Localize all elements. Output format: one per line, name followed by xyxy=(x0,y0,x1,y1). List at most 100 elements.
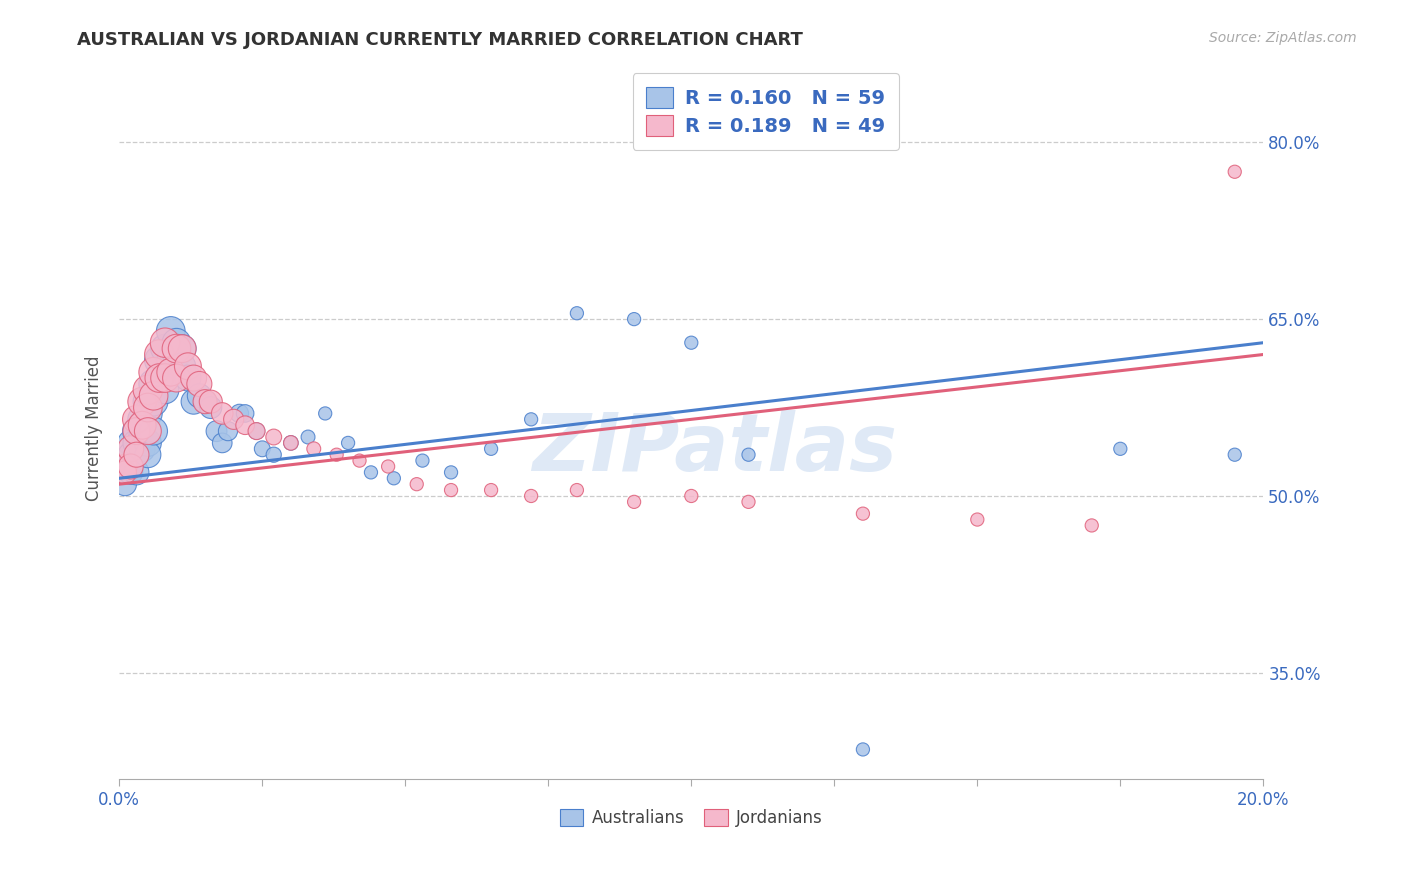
Point xyxy=(125,424,148,438)
Point xyxy=(188,389,211,403)
Point xyxy=(125,448,148,462)
Point xyxy=(131,430,153,444)
Point xyxy=(623,495,645,509)
Point xyxy=(136,436,159,450)
Point xyxy=(314,406,336,420)
Point xyxy=(681,489,703,503)
Point xyxy=(222,412,245,426)
Point xyxy=(245,424,267,438)
Point xyxy=(1223,165,1246,179)
Point xyxy=(125,412,148,426)
Point xyxy=(148,371,170,385)
Point xyxy=(166,335,188,350)
Point xyxy=(142,394,165,409)
Point xyxy=(280,436,302,450)
Point xyxy=(205,424,228,438)
Point xyxy=(263,430,285,444)
Point xyxy=(148,353,170,368)
Point xyxy=(153,371,176,385)
Point xyxy=(1223,448,1246,462)
Point xyxy=(136,406,159,420)
Point xyxy=(252,442,274,456)
Point xyxy=(211,406,233,420)
Point xyxy=(136,448,159,462)
Point xyxy=(172,342,194,356)
Point xyxy=(263,448,285,462)
Point xyxy=(280,436,302,450)
Point xyxy=(142,365,165,379)
Point xyxy=(183,371,205,385)
Point xyxy=(852,507,875,521)
Point xyxy=(194,394,217,409)
Point xyxy=(479,442,502,456)
Point xyxy=(440,466,463,480)
Point xyxy=(114,466,136,480)
Point xyxy=(177,371,200,385)
Point xyxy=(325,448,347,462)
Point xyxy=(142,424,165,438)
Point xyxy=(228,406,250,420)
Point xyxy=(1080,518,1102,533)
Point xyxy=(120,436,142,450)
Point xyxy=(737,495,759,509)
Point xyxy=(302,442,325,456)
Point xyxy=(136,424,159,438)
Point xyxy=(125,424,148,438)
Point xyxy=(233,418,256,433)
Point xyxy=(136,394,159,409)
Point xyxy=(172,359,194,374)
Text: ZIPatlas: ZIPatlas xyxy=(531,410,897,488)
Point xyxy=(479,483,502,497)
Point xyxy=(200,394,222,409)
Point xyxy=(120,466,142,480)
Point xyxy=(360,466,382,480)
Point xyxy=(245,424,267,438)
Point xyxy=(623,312,645,326)
Point xyxy=(131,412,153,426)
Point xyxy=(852,742,875,756)
Legend: Australians, Jordanians: Australians, Jordanians xyxy=(553,802,830,834)
Point xyxy=(153,383,176,397)
Point xyxy=(349,453,371,467)
Point xyxy=(337,436,360,450)
Point xyxy=(172,342,194,356)
Point xyxy=(681,335,703,350)
Point xyxy=(131,442,153,456)
Point xyxy=(520,489,543,503)
Point xyxy=(737,448,759,462)
Point xyxy=(159,353,181,368)
Point xyxy=(153,342,176,356)
Point xyxy=(114,459,136,474)
Point xyxy=(136,383,159,397)
Point xyxy=(966,512,988,526)
Point xyxy=(142,389,165,403)
Point xyxy=(148,371,170,385)
Point xyxy=(148,347,170,361)
Y-axis label: Currently Married: Currently Married xyxy=(86,355,103,501)
Point xyxy=(377,459,399,474)
Point xyxy=(125,436,148,450)
Point xyxy=(125,466,148,480)
Point xyxy=(114,477,136,491)
Point xyxy=(136,401,159,415)
Point xyxy=(166,347,188,361)
Point xyxy=(194,394,217,409)
Point xyxy=(382,471,405,485)
Point xyxy=(159,324,181,338)
Point xyxy=(131,418,153,433)
Point xyxy=(166,371,188,385)
Point xyxy=(233,406,256,420)
Point xyxy=(217,424,239,438)
Point xyxy=(159,365,181,379)
Point xyxy=(440,483,463,497)
Point xyxy=(565,306,588,320)
Point xyxy=(183,394,205,409)
Point xyxy=(166,342,188,356)
Point xyxy=(211,436,233,450)
Text: AUSTRALIAN VS JORDANIAN CURRENTLY MARRIED CORRELATION CHART: AUSTRALIAN VS JORDANIAN CURRENTLY MARRIE… xyxy=(77,31,803,49)
Point xyxy=(120,448,142,462)
Point xyxy=(200,401,222,415)
Point xyxy=(120,459,142,474)
Point xyxy=(411,453,433,467)
Point xyxy=(1109,442,1132,456)
